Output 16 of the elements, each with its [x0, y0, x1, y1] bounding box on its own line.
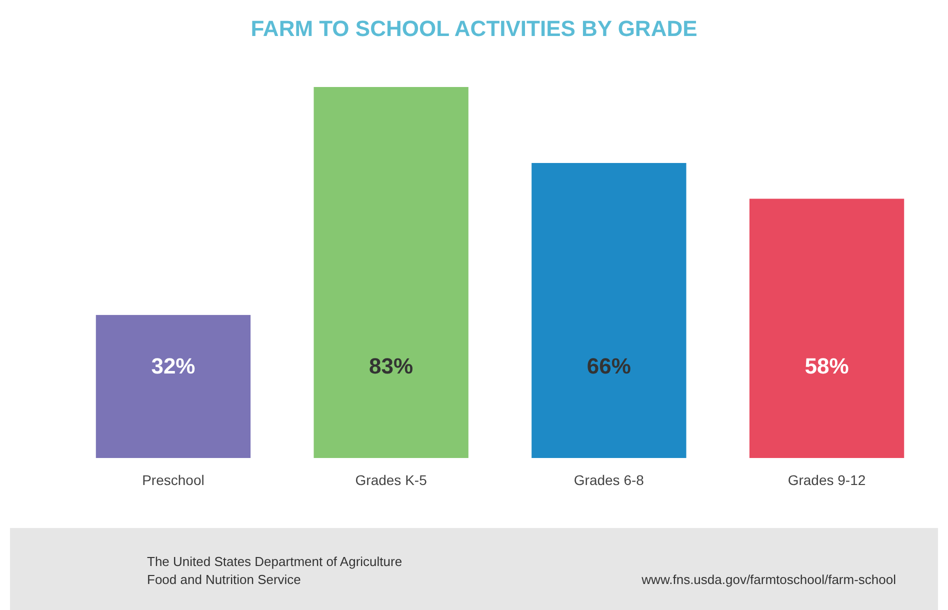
data-label: 32% — [151, 354, 196, 379]
x-tick-label: Grades 6-8 — [574, 472, 644, 488]
bar — [749, 198, 904, 458]
text: www.fns.usda.gov/farmtoschool/farm-school — [640, 572, 896, 587]
data-label: 83% — [369, 354, 414, 379]
data-label: 66% — [586, 354, 631, 379]
text: Food and Nutrition Service — [147, 572, 301, 587]
data-label: 58% — [804, 354, 849, 379]
bar — [314, 87, 468, 458]
text: The United States Department of Agriculture — [147, 554, 402, 569]
x-tick-label: Grades 9-12 — [788, 472, 866, 488]
chart-title: FARM TO SCHOOL ACTIVITIES BY GRADE — [250, 16, 698, 41]
x-tick-label: Preschool — [142, 472, 204, 488]
bar — [532, 162, 686, 458]
x-tick-label: Grades K-5 — [355, 472, 428, 488]
bar — [96, 314, 251, 458]
